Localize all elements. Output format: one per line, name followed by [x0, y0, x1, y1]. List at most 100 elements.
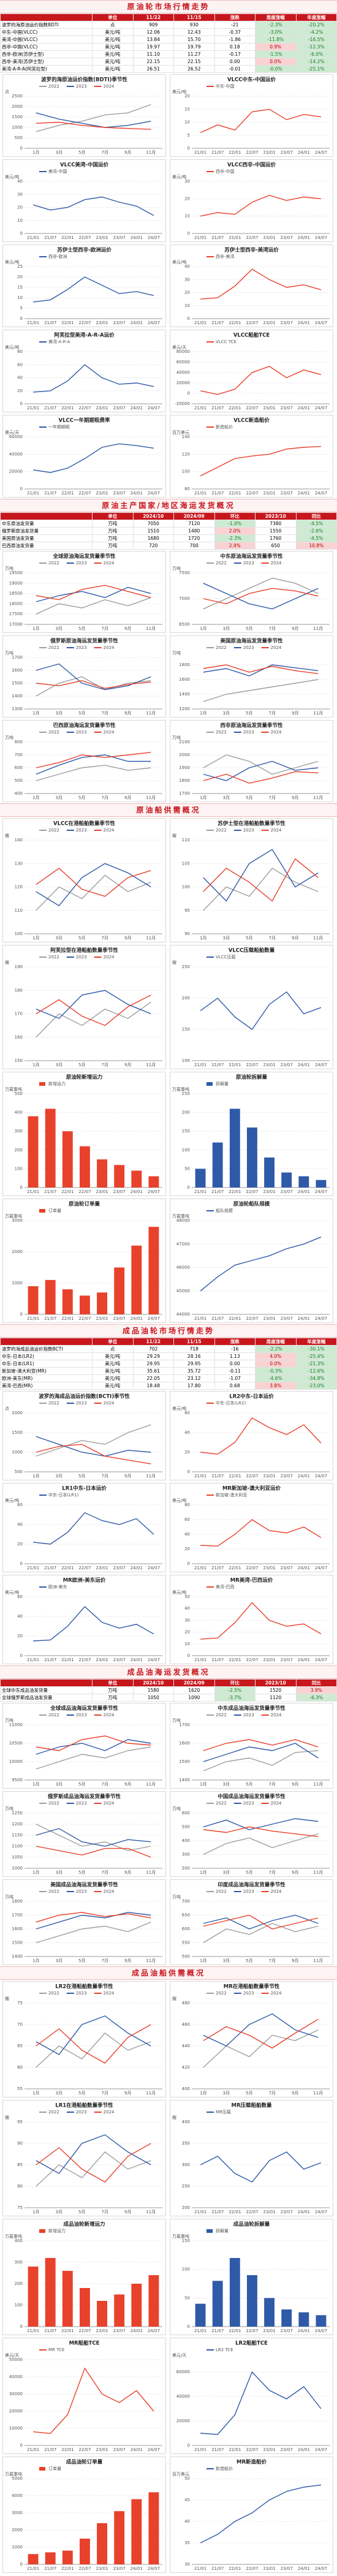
x-tick-label: 23/01: [263, 2447, 275, 2452]
y-tick-label: 0: [20, 316, 23, 321]
y-tick-label: 130: [15, 861, 23, 866]
table-cell: -1.07: [214, 1374, 256, 1382]
y-tick-label: 19000: [9, 581, 23, 586]
y-tick-label: 200: [182, 996, 190, 1001]
table-header-cell: [0, 1679, 93, 1687]
series-line: [203, 867, 319, 911]
legend-label: 2023: [76, 955, 87, 960]
series-line: [200, 2484, 321, 2544]
x-tick-label: 1月: [200, 795, 206, 800]
x-tick-label: 7月: [102, 626, 108, 631]
series-line: [203, 1750, 319, 1771]
chart-title: MR压载船舶数量: [231, 2102, 272, 2109]
y-tick-label: 0: [20, 231, 23, 236]
series-line: [33, 1606, 154, 1642]
y-tick-label: 80: [17, 2184, 23, 2189]
x-tick-label: 22/01: [229, 1657, 241, 1662]
y-tick-label: 46000: [176, 1265, 190, 1270]
y-tick-label: 1000: [12, 1450, 23, 1455]
chart-panel: VLCC压载船舶数量 VLCC压载艘 100 150 200 250 21/01 21/07 2…: [168, 944, 335, 1070]
chart-panel: LR2在港船舶数量季节性 2022 2023 2024 艘 55 60 65 70 75 1月 3月 5…: [1, 1980, 167, 2099]
x-tick-label: 24/07: [148, 1316, 160, 1321]
y-tick-label: 5000: [12, 2476, 23, 2481]
table-cell: 点: [92, 1345, 134, 1353]
x-tick-label: 11月: [146, 1063, 156, 1067]
x-tick-label: 7月: [102, 1474, 108, 1479]
x-tick-label: 21/07: [44, 2447, 56, 2452]
chart-grid: 全球原油海运发货量季节性 2022 2023 2024 万吨 17000 17500 1800…: [0, 550, 337, 803]
y-tick-label: 60: [17, 1594, 23, 1599]
chart-title: MR美湾-巴西运价: [230, 1577, 273, 1584]
x-tick-label: 3月: [223, 1870, 230, 1875]
x-tick-label: 24/01: [298, 235, 310, 240]
x-tick-label: 24/01: [131, 2328, 143, 2333]
series-line: [36, 990, 151, 1019]
y-tick-label: 170: [15, 1012, 23, 1017]
bar: [62, 1131, 73, 1188]
series-line: [203, 679, 319, 702]
x-tick-label: 24/07: [148, 2328, 160, 2333]
chart-panel: LR2船舶TCE LR2 TCE 美元/天 0 20000 40000 60000 21/01…: [168, 2336, 335, 2455]
chart-title: 成品油轮新增运力: [63, 2221, 105, 2228]
series-line: [36, 2151, 151, 2187]
legend-label: 2022: [48, 645, 59, 650]
series-line: [36, 874, 151, 911]
table-cell: 全球中东成品油发货量: [0, 1686, 93, 1694]
y-tick-label: 40: [17, 1614, 23, 1619]
table-cell: 美元/吨: [92, 43, 134, 51]
series-line: [203, 588, 319, 605]
legend-label: VLCC压载: [216, 954, 235, 960]
y-tick-label: 1200: [12, 1822, 23, 1827]
legend-label: 2022: [48, 828, 59, 833]
unit-label: 万吨: [172, 1894, 181, 1900]
x-tick-label: 5月: [78, 1870, 85, 1875]
y-tick-label: 1250: [12, 1811, 23, 1816]
x-tick-label: 21/01: [27, 2447, 39, 2452]
legend-label: 2024: [104, 645, 115, 650]
x-tick-label: 3月: [56, 150, 62, 155]
table-cell: 3.8%: [255, 1382, 297, 1390]
chart-panel: 全球原油海运发货量季节性 2022 2023 2024 万吨 17000 17500 1800…: [1, 550, 167, 634]
bar: [114, 1165, 125, 1188]
legend-label: 2022: [48, 730, 59, 735]
unit-label: 万吨: [172, 566, 181, 571]
x-tick-label: 7月: [102, 1870, 108, 1875]
x-tick-label: 23/01: [96, 320, 108, 325]
x-tick-label: 22/07: [78, 1657, 91, 1662]
table-cell: 1760: [255, 534, 297, 542]
y-tick-label: 0: [187, 231, 190, 236]
series-line: [200, 1602, 322, 1640]
table-header-cell: 2024/10: [132, 512, 174, 520]
x-tick-label: 3月: [223, 795, 230, 800]
table-header-cell: 环比: [214, 512, 256, 520]
legend-label: 一年期期租: [48, 424, 70, 430]
y-tick-label: 0: [187, 2324, 190, 2329]
chart-title: 西非原油海运发货量季节性: [220, 722, 283, 729]
x-tick-label: 24/01: [298, 1566, 310, 1570]
legend-label: 2024: [104, 1801, 115, 1806]
y-tick-label: 0: [187, 146, 190, 151]
unit-label: 万吨: [5, 735, 13, 740]
x-tick-label: 22/07: [246, 1657, 258, 1662]
chart-panel: MR新造船价 新造船价 百万美元 30 35 40 45 50 21/01 21/07 22/01 2…: [168, 2455, 335, 2574]
x-tick-label: 7月: [102, 1782, 108, 1787]
table-row: 美湾-巴西(MR) 美元/吨 18.48 17.80 0.68 3.8% -23.0%: [0, 1382, 337, 1390]
legend-label: 2022: [48, 84, 59, 89]
y-tick-label: 110: [15, 908, 23, 913]
y-tick-label: 18000: [9, 601, 23, 606]
series-line: [203, 1833, 319, 1855]
chart-title: 中东原油海运发货量季节性: [220, 553, 283, 560]
y-tick-label: 105: [182, 861, 190, 866]
x-tick-label: 5月: [246, 1870, 252, 1875]
table-header-cell: 2024/10: [132, 1679, 174, 1687]
x-tick-label: 21/07: [211, 150, 224, 155]
series-line: [36, 121, 151, 130]
chart-frame: [2, 159, 166, 242]
y-tick-label: 0: [20, 1561, 23, 1566]
y-tick-label: 50000: [9, 2357, 23, 2362]
x-tick-label: 22/01: [61, 2328, 74, 2333]
table-header-cell: 涨跌: [214, 13, 256, 21]
series-line: [36, 863, 151, 907]
